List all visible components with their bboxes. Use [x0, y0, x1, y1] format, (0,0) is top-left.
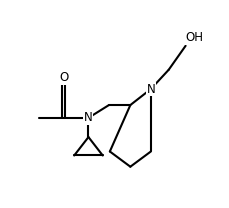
Text: N: N	[84, 111, 93, 124]
Text: OH: OH	[185, 31, 203, 44]
Text: N: N	[146, 83, 155, 95]
Text: O: O	[59, 71, 68, 84]
